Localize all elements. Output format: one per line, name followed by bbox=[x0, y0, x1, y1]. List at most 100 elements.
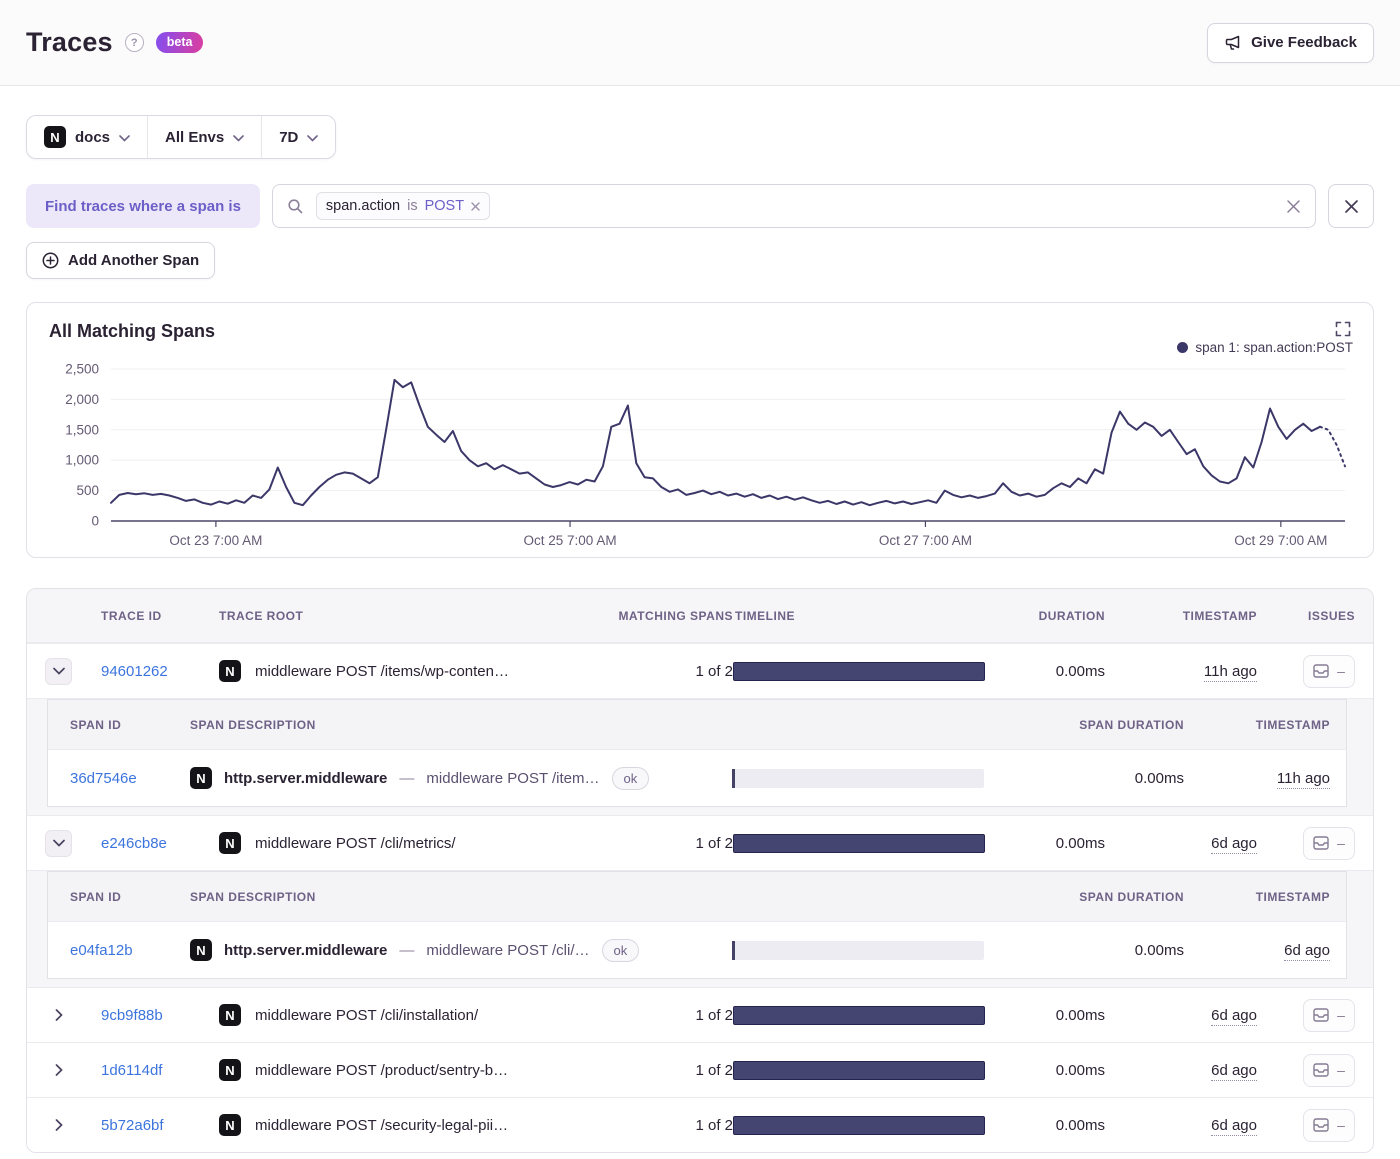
column-span-timestamp: TIMESTAMP bbox=[1255, 889, 1330, 904]
token-value: POST bbox=[424, 198, 465, 214]
timestamp-value[interactable]: 6d ago bbox=[1211, 1006, 1257, 1026]
expand-row-button[interactable] bbox=[45, 1057, 72, 1084]
legend-dot-icon bbox=[1177, 342, 1189, 353]
issue-inbox-icon bbox=[1313, 1008, 1329, 1022]
page-title: Traces bbox=[26, 27, 113, 57]
svg-text:500: 500 bbox=[76, 483, 99, 498]
expand-row-button[interactable] bbox=[45, 1002, 72, 1029]
timeline-bar bbox=[733, 1060, 985, 1080]
megaphone-icon bbox=[1224, 34, 1242, 52]
timestamp-value[interactable]: 6d ago bbox=[1211, 1061, 1257, 1081]
search-icon bbox=[287, 198, 304, 215]
trace-root-label: middleware POST /security-legal-pii… bbox=[255, 1116, 509, 1134]
remove-token-icon[interactable] bbox=[471, 201, 480, 211]
give-feedback-button[interactable]: Give Feedback bbox=[1207, 22, 1374, 63]
svg-text:Oct 29 7:00 AM: Oct 29 7:00 AM bbox=[1234, 533, 1327, 548]
matching-spans-count: 1 of 2 bbox=[695, 1006, 733, 1024]
table-row[interactable]: 1d6114df N middleware POST /product/sent… bbox=[27, 1042, 1373, 1097]
fullscreen-icon[interactable] bbox=[1333, 319, 1353, 342]
span-timestamp-value[interactable]: 6d ago bbox=[1284, 941, 1330, 961]
nextjs-project-icon: N bbox=[44, 126, 66, 148]
date-range-selector[interactable]: 7D bbox=[261, 116, 335, 158]
span-row[interactable]: e04fa12b N http.server.middleware — midd… bbox=[48, 922, 1346, 978]
nextjs-project-icon: N bbox=[190, 939, 212, 961]
clear-search-icon[interactable] bbox=[1286, 199, 1301, 214]
issues-button[interactable]: – bbox=[1303, 1108, 1355, 1142]
trace-id-link[interactable]: 94601262 bbox=[101, 662, 168, 680]
help-icon[interactable]: ? bbox=[124, 33, 144, 52]
circle-plus-icon bbox=[42, 252, 59, 269]
span-subtable-header: SPAN ID SPAN DESCRIPTION SPAN DURATION T… bbox=[48, 872, 1346, 922]
remove-span-query-button[interactable] bbox=[1328, 184, 1374, 228]
duration-value: 0.00ms bbox=[1055, 1116, 1105, 1134]
issues-button[interactable]: – bbox=[1303, 826, 1355, 860]
issues-button[interactable]: – bbox=[1303, 654, 1355, 688]
trace-id-link[interactable]: e246cb8e bbox=[101, 834, 167, 852]
project-selector[interactable]: N docs bbox=[27, 116, 147, 158]
span-duration-value: 0.00ms bbox=[1134, 941, 1184, 959]
span-subtable-header: SPAN ID SPAN DESCRIPTION SPAN DURATION T… bbox=[48, 700, 1346, 750]
svg-text:Oct 25 7:00 AM: Oct 25 7:00 AM bbox=[524, 533, 617, 548]
trace-root-label: middleware POST /product/sentry-b… bbox=[255, 1061, 509, 1079]
separator-dash: — bbox=[399, 941, 415, 959]
chevron-down-icon bbox=[307, 129, 319, 146]
span-description-label: middleware POST /cli/… bbox=[426, 941, 590, 959]
issue-inbox-icon bbox=[1313, 1118, 1329, 1132]
span-op-label: http.server.middleware bbox=[224, 769, 388, 787]
table-row[interactable]: 9cb9f88b N middleware POST /cli/installa… bbox=[27, 987, 1373, 1042]
matching-spans-count: 1 of 2 bbox=[695, 662, 733, 680]
find-traces-label: Find traces where a span is bbox=[26, 184, 260, 228]
span-timeline-bar bbox=[732, 940, 984, 960]
issues-button[interactable]: – bbox=[1303, 1053, 1355, 1087]
duration-value: 0.00ms bbox=[1055, 834, 1105, 852]
column-trace-id: TRACE ID bbox=[101, 608, 162, 623]
token-key: span.action bbox=[325, 198, 401, 214]
column-timestamp: TIMESTAMP bbox=[1182, 608, 1257, 623]
span-op-label: http.server.middleware bbox=[224, 941, 388, 959]
collapse-row-button[interactable] bbox=[45, 657, 72, 685]
span-search-input[interactable]: span.action is POST bbox=[271, 184, 1316, 228]
table-row[interactable]: e246cb8e N middleware POST /cli/metrics/… bbox=[27, 815, 1373, 870]
issue-inbox-icon bbox=[1313, 664, 1329, 678]
trace-id-link[interactable]: 5b72a6bf bbox=[101, 1116, 164, 1134]
chart-legend-label: span 1: span.action:POST bbox=[1195, 340, 1353, 355]
svg-text:Oct 23 7:00 AM: Oct 23 7:00 AM bbox=[169, 533, 262, 548]
span-id-link[interactable]: 36d7546e bbox=[70, 769, 137, 787]
page-filter-bar: N docs All Envs 7D bbox=[26, 115, 337, 159]
duration-value: 0.00ms bbox=[1055, 1061, 1105, 1079]
span-id-link[interactable]: e04fa12b bbox=[70, 941, 133, 959]
search-token-span-action[interactable]: span.action is POST bbox=[315, 192, 491, 220]
chart-title: All Matching Spans bbox=[49, 321, 216, 341]
environment-selector-label: All Envs bbox=[165, 128, 225, 146]
span-status-badge: ok bbox=[601, 938, 640, 962]
svg-text:2,500: 2,500 bbox=[65, 362, 99, 377]
svg-text:1,000: 1,000 bbox=[65, 453, 99, 468]
collapse-row-button[interactable] bbox=[45, 829, 72, 857]
timeline-bar bbox=[733, 661, 985, 681]
timestamp-value[interactable]: 6d ago bbox=[1211, 834, 1257, 854]
column-span-id: SPAN ID bbox=[70, 889, 122, 904]
trace-id-link[interactable]: 1d6114df bbox=[101, 1061, 163, 1079]
svg-text:Oct 27 7:00 AM: Oct 27 7:00 AM bbox=[879, 533, 972, 548]
column-span-duration: SPAN DURATION bbox=[1079, 717, 1184, 732]
expand-row-button[interactable] bbox=[45, 1112, 72, 1139]
issues-button[interactable]: – bbox=[1303, 998, 1355, 1032]
span-row[interactable]: 36d7546e N http.server.middleware — midd… bbox=[48, 750, 1346, 806]
span-timestamp-value[interactable]: 11h ago bbox=[1276, 769, 1330, 789]
token-operator: is bbox=[407, 198, 418, 214]
column-span-description: SPAN DESCRIPTION bbox=[190, 717, 316, 732]
issues-empty-dash: – bbox=[1337, 1007, 1345, 1023]
svg-text:1,500: 1,500 bbox=[65, 422, 99, 437]
environment-selector[interactable]: All Envs bbox=[147, 116, 261, 158]
add-another-span-label: Add Another Span bbox=[68, 252, 200, 269]
table-row[interactable]: 5b72a6bf N middleware POST /security-leg… bbox=[27, 1097, 1373, 1152]
project-selector-label: docs bbox=[75, 128, 111, 146]
timestamp-value[interactable]: 6d ago bbox=[1211, 1116, 1257, 1136]
chart-legend[interactable]: span 1: span.action:POST bbox=[47, 340, 1353, 355]
timestamp-value[interactable]: 11h ago bbox=[1203, 662, 1257, 682]
add-another-span-button[interactable]: Add Another Span bbox=[26, 242, 216, 279]
table-row[interactable]: 94601262 N middleware POST /items/wp-con… bbox=[27, 643, 1373, 698]
trace-id-link[interactable]: 9cb9f88b bbox=[101, 1006, 163, 1024]
nextjs-project-icon: N bbox=[219, 1059, 241, 1081]
